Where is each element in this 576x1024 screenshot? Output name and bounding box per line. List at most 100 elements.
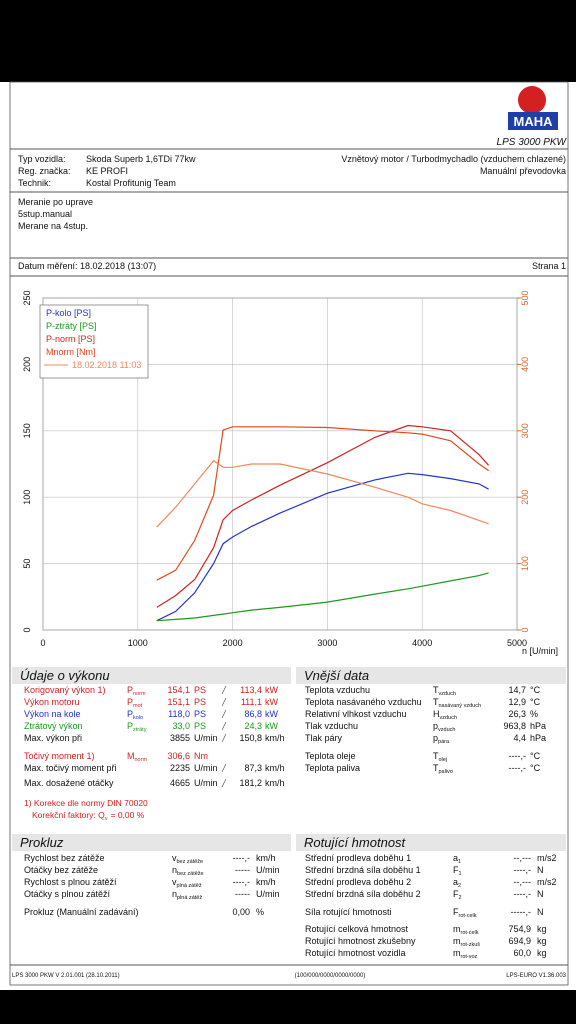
symbol-sub: rot-zkuš	[461, 942, 481, 948]
symbol-main: a	[453, 853, 458, 863]
symbol-sub: bez zátěže	[177, 871, 204, 877]
label: Střední brzdná síla doběhu 2	[305, 889, 421, 899]
value: 26,3	[508, 709, 526, 719]
separator	[221, 709, 227, 719]
section-title: Rotující hmotnost	[304, 835, 407, 850]
unit: kW	[265, 721, 279, 731]
label: Rotující hmotnost vozidla	[305, 948, 406, 958]
value: -----,-	[511, 907, 531, 917]
symbol-sub: 1	[459, 871, 462, 877]
unit: kg	[537, 948, 547, 958]
symbol-sub: 2	[458, 883, 461, 889]
symbol: F2	[453, 889, 462, 901]
unit: U/min	[194, 733, 218, 743]
unit: U/min	[194, 778, 218, 788]
series-line	[156, 472, 489, 622]
symbol: mrot-voz	[453, 948, 478, 960]
x-tick-label: 3000	[317, 638, 337, 648]
symbol-main: p	[433, 733, 438, 743]
y2-tick-label: 300	[520, 423, 530, 438]
symbol-main: M	[127, 751, 135, 761]
value: 963,8	[503, 721, 526, 731]
unit: km/h	[256, 853, 276, 863]
symbol-sub: ztráty	[133, 727, 147, 733]
symbol: vplná zátěž	[172, 877, 202, 889]
symbol: nbez zátěže	[172, 865, 204, 877]
y-tick-label: 150	[22, 423, 32, 438]
logo	[508, 86, 558, 130]
y2-tick-label: 400	[520, 357, 530, 372]
separator	[221, 733, 227, 743]
value: ----,-	[233, 877, 251, 887]
value: 24,3	[244, 721, 262, 731]
note: Merane na 4stup.	[18, 221, 88, 231]
frame	[9, 81, 569, 986]
symbol-sub: rot-voz	[461, 954, 478, 960]
label: Max. výkon při	[24, 733, 82, 743]
value: -----	[235, 889, 250, 899]
value: 694,9	[508, 936, 531, 946]
value: ----,-	[509, 751, 527, 761]
separator	[221, 763, 227, 773]
y-tick-label: 250	[22, 290, 32, 305]
value: 12,9	[508, 697, 526, 707]
symbol-main: n	[172, 865, 177, 875]
y2-tick-label: 500	[520, 290, 530, 305]
symbol-sub: rot-celk	[459, 913, 477, 919]
label: Rychlost s plnou zátěží	[24, 877, 117, 887]
label: Korigovaný výkon 1)	[24, 685, 106, 695]
symbol-sub: olej	[439, 757, 448, 763]
unit: km/h	[265, 733, 285, 743]
symbol: Frot-celk	[453, 907, 477, 919]
symbol: Tpalivo	[433, 763, 453, 775]
unit: U/min	[256, 865, 280, 875]
label: Teplota vzduchu	[305, 685, 370, 695]
symbol-main: T	[433, 751, 439, 761]
unit: U/min	[194, 763, 218, 773]
value: 87,3	[244, 763, 262, 773]
label: Max. točivý moment při	[24, 763, 117, 773]
symbol: a1	[453, 853, 461, 865]
separator	[221, 697, 227, 707]
value: 754,9	[508, 924, 531, 934]
symbol-sub: plná zátěž	[177, 895, 202, 901]
legend-label: P-ztráty [PS]	[46, 321, 97, 331]
symbol-main: F	[453, 907, 459, 917]
y2-tick-label: 100	[520, 556, 530, 571]
label: Tlak páry	[305, 733, 343, 743]
label: Střední brzdná síla doběhu 1	[305, 865, 421, 875]
symbol: Pmot	[127, 697, 143, 709]
value: 150,8	[239, 733, 262, 743]
unit: PS	[194, 709, 206, 719]
symbol-sub: kolo	[133, 715, 143, 721]
value: 2235	[170, 763, 190, 773]
x-tick-label: 0	[40, 638, 45, 648]
separator	[221, 721, 227, 731]
symbol-sub: 1	[458, 859, 461, 865]
unit: PS	[194, 697, 206, 707]
symbol-main: v	[172, 853, 177, 863]
y-tick-label: 100	[22, 490, 32, 505]
field-label: Technik:	[18, 178, 51, 188]
section-title: Prokluz	[20, 835, 64, 850]
separator	[221, 778, 227, 788]
unit: kg	[537, 936, 547, 946]
unit: Nm	[194, 751, 208, 761]
value: ----,-	[233, 853, 251, 863]
legend-label: 18.02.2018 11:03	[72, 360, 141, 370]
product: LPS 3000 PKW	[497, 137, 568, 148]
symbol: nplná zátěž	[172, 889, 202, 901]
symbol: Pkolo	[127, 709, 143, 721]
unit: PS	[194, 685, 206, 695]
symbol-sub: bez zátěže	[177, 859, 204, 865]
gearbox: Manuální převodovka	[480, 166, 566, 176]
section-title: Vnější data	[304, 668, 369, 683]
section-title: Údaje o výkonu	[20, 668, 110, 683]
unit: hPa	[530, 733, 546, 743]
label: Střední prodleva doběhu 1	[305, 853, 411, 863]
symbol-main: a	[453, 877, 458, 887]
symbol-sub: vzduch	[440, 715, 457, 721]
footer-left: LPS 3000 PKW V 2.01.001 (28.10.2011)	[12, 973, 120, 979]
symbol-main: F	[453, 865, 459, 875]
section-bar	[296, 834, 566, 851]
